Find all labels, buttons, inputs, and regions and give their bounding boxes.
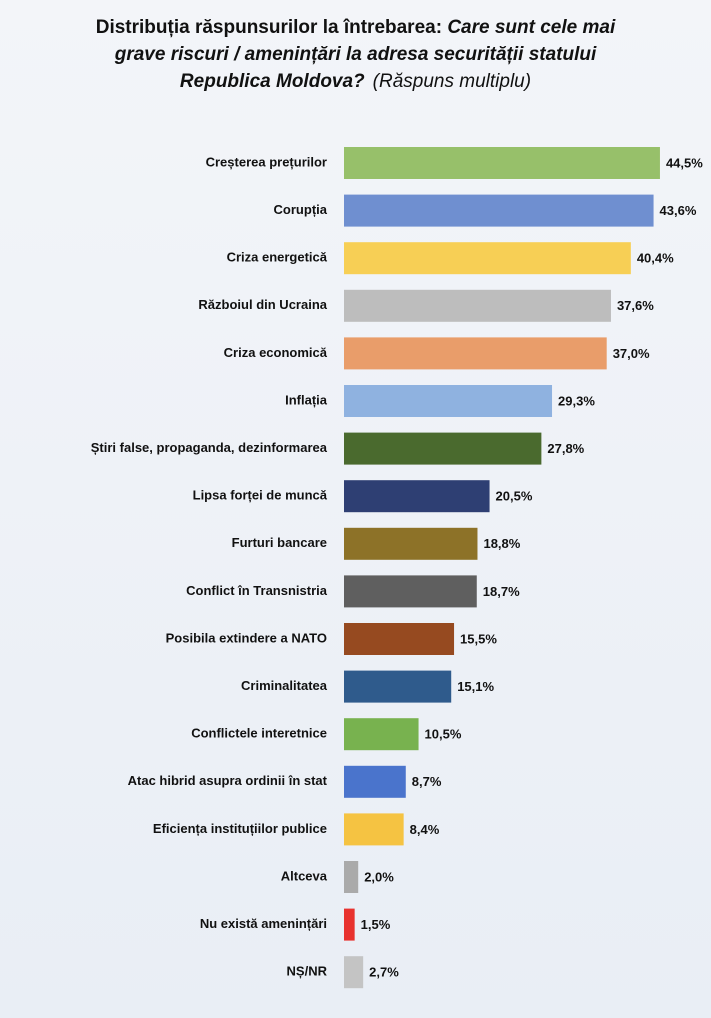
title-line: Republica Moldova? (Răspuns multiplu) xyxy=(0,68,711,95)
bar xyxy=(344,480,490,513)
note: (Răspuns multiplu) xyxy=(372,71,532,92)
category-label: Corupția xyxy=(274,202,328,217)
category-label: Criza economică xyxy=(224,345,328,360)
category-label: Nu există amenințări xyxy=(200,916,327,931)
value-label: 27,8% xyxy=(547,441,584,456)
bar xyxy=(344,908,355,941)
category-label: NȘ/NR xyxy=(287,964,328,979)
category-label: Conflictele interetnice xyxy=(191,726,327,741)
value-label: 15,5% xyxy=(460,631,497,646)
bar xyxy=(344,718,419,751)
category-label: Conflict în Transnistria xyxy=(186,583,328,598)
value-label: 2,7% xyxy=(369,965,399,980)
category-label: Posibila extindere a NATO xyxy=(166,630,327,645)
chart-title: Distribuția răspunsurilor la întrebarea:… xyxy=(0,14,711,95)
bar xyxy=(344,194,654,227)
category-label: Criza energetică xyxy=(227,250,328,265)
question: Care sunt cele mai xyxy=(447,17,616,38)
category-label: Știri false, propaganda, dezinformarea xyxy=(91,440,328,455)
value-label: 18,7% xyxy=(483,584,520,599)
value-label: 37,6% xyxy=(617,298,654,313)
bar xyxy=(344,147,660,179)
value-label: 43,6% xyxy=(660,203,697,218)
bar xyxy=(344,575,477,608)
category-label: Criminalitatea xyxy=(241,678,328,693)
category-label: Inflația xyxy=(285,392,328,407)
value-label: 44,5% xyxy=(666,155,703,170)
value-label: 20,5% xyxy=(496,489,533,504)
value-label: 37,0% xyxy=(613,346,650,361)
value-label: 15,1% xyxy=(457,679,494,694)
bar xyxy=(344,289,611,322)
category-label: Lipsa forței de muncă xyxy=(193,488,328,503)
bar xyxy=(344,670,452,703)
category-label: Atac hibrid asupra ordinii în stat xyxy=(128,773,328,788)
bar xyxy=(344,385,553,417)
value-label: 40,4% xyxy=(637,251,674,266)
value-label: 1,5% xyxy=(361,917,391,932)
bar xyxy=(344,956,364,989)
category-label: Eficiența instituțiilor publice xyxy=(153,821,327,836)
value-label: 18,8% xyxy=(483,536,520,551)
category-label: Creșterea prețurilor xyxy=(206,154,327,169)
bar xyxy=(344,623,455,655)
value-label: 29,3% xyxy=(558,393,595,408)
bar xyxy=(344,242,631,275)
bar xyxy=(344,861,359,893)
value-label: 10,5% xyxy=(425,727,462,742)
bar xyxy=(344,765,406,798)
title-line: Distribuția răspunsurilor la întrebarea:… xyxy=(0,14,711,41)
category-label: Războiul din Ucraina xyxy=(198,297,327,312)
category-label: Furturi bancare xyxy=(232,535,327,550)
bar xyxy=(344,337,607,370)
value-label: 8,7% xyxy=(412,774,442,789)
bar xyxy=(344,813,404,846)
title: Distribuția răspunsurilor la întrebarea: xyxy=(95,17,443,38)
value-label: 8,4% xyxy=(410,822,440,837)
bar xyxy=(344,432,542,465)
bar xyxy=(344,527,478,560)
value-label: 2,0% xyxy=(364,869,394,884)
category-label: Altceva xyxy=(281,868,328,883)
question: grave riscuri / amenințări la adresa sec… xyxy=(114,44,597,65)
question: Republica Moldova? xyxy=(179,71,365,92)
